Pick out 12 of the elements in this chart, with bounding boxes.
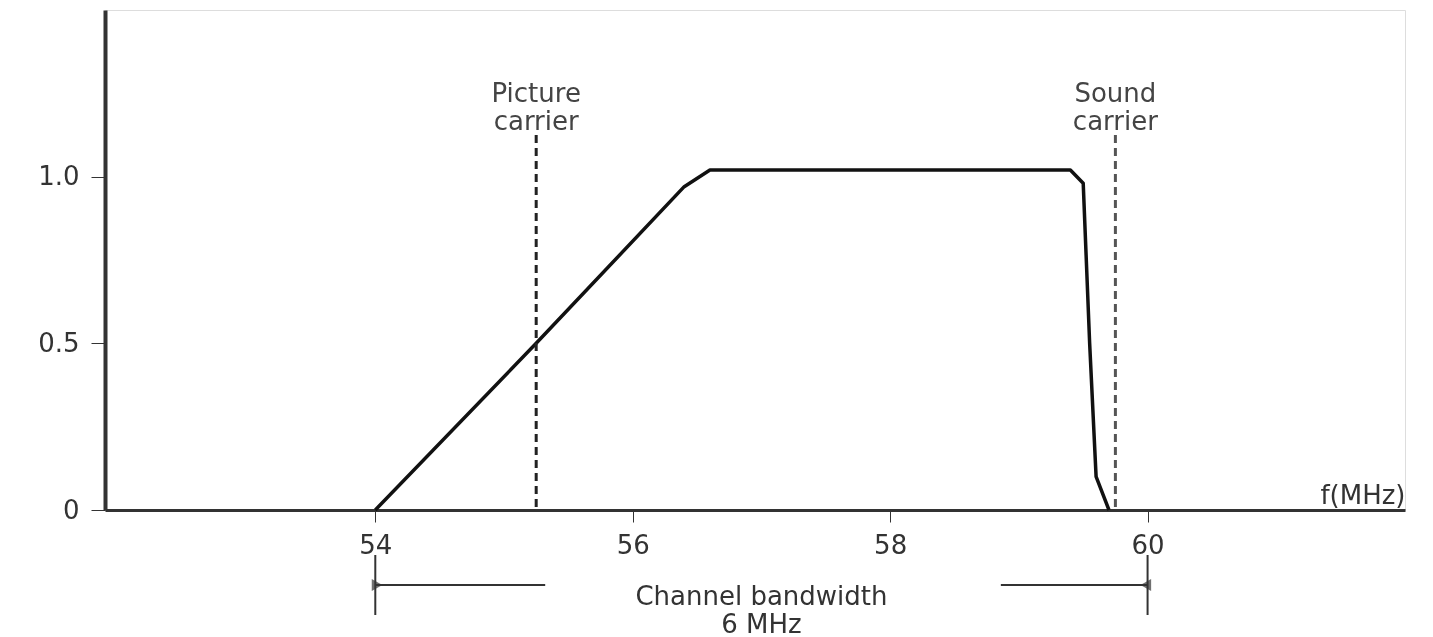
x-axis-title: f(MHz) <box>1320 479 1406 510</box>
y-tick-label: 0 <box>62 494 80 525</box>
x-tick-label: 58 <box>874 529 908 560</box>
y-tick-label: 1.0 <box>38 161 80 192</box>
y-tick-label: 0.5 <box>38 327 80 358</box>
x-tick-label: 60 <box>1131 529 1165 560</box>
text: Channel bandwidth 6 MHz <box>635 581 888 637</box>
x-tick-label: 56 <box>616 529 650 560</box>
ref-line-label: Picture carrier <box>491 78 581 136</box>
line-series <box>373 168 1111 512</box>
x-tick-label: 54 <box>359 529 393 560</box>
ref-line-label: Sound carrier <box>1072 78 1159 136</box>
